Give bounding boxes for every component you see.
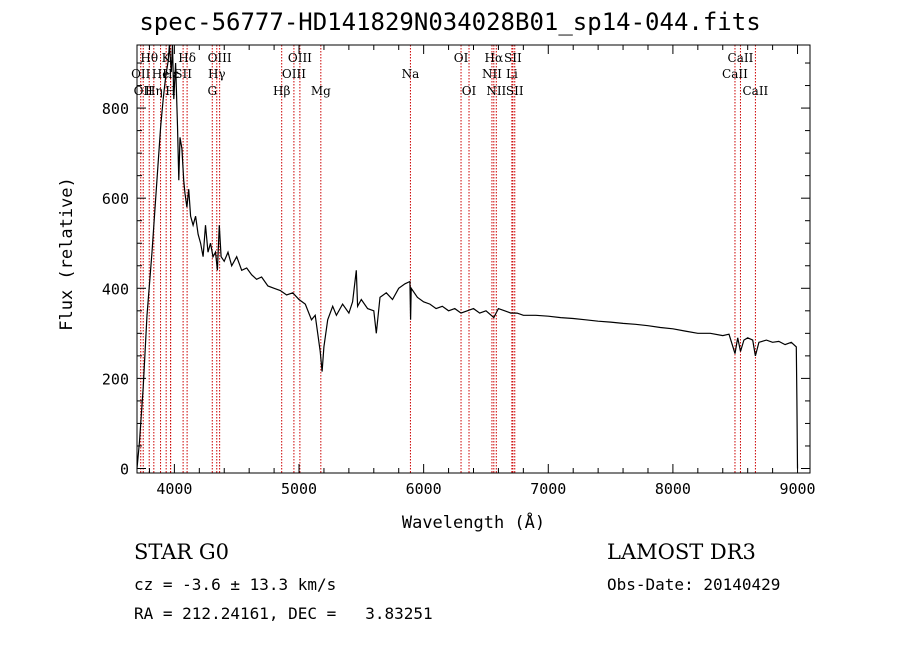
redshift-cz: cz = -3.6 ± 13.3 km/s xyxy=(134,575,337,594)
x-tick-label: 8000 xyxy=(655,480,691,498)
y-tick-label: 800 xyxy=(102,100,129,118)
line-marker-label: CaII xyxy=(722,67,748,81)
line-marker-label: OII xyxy=(134,84,154,98)
chart-title: spec-56777-HD141829N034028B01_sp14-044.f… xyxy=(139,8,761,36)
line-marker-label: Hβ xyxy=(273,84,290,98)
y-tick-label: 600 xyxy=(102,190,129,208)
x-tick-label: 6000 xyxy=(406,480,442,498)
line-marker-label: OIII xyxy=(282,67,306,81)
line-marker-label: OII xyxy=(131,67,151,81)
x-tick-label: 9000 xyxy=(779,480,815,498)
line-marker-label: OI xyxy=(454,51,469,65)
line-marker-label: SII xyxy=(174,67,192,81)
spectrum-line xyxy=(136,44,799,469)
line-marker-label: NII xyxy=(482,67,502,81)
line-marker-label: CaII xyxy=(728,51,754,65)
line-marker-label: He xyxy=(152,67,170,81)
line-marker-label: NII xyxy=(486,84,506,98)
line-marker-label: H xyxy=(165,84,175,98)
obs-date: Obs-Date: 20140429 xyxy=(607,575,781,594)
line-marker-label: OIII xyxy=(208,51,232,65)
line-marker-label: K xyxy=(162,51,172,65)
line-markers xyxy=(140,45,756,473)
line-marker-label: Hδ xyxy=(178,51,196,65)
line-marker-label: OI xyxy=(462,84,477,98)
x-tick-label: 4000 xyxy=(156,480,192,498)
y-axis-label: Flux (relative) xyxy=(57,177,77,331)
line-marker-label: SII xyxy=(504,51,522,65)
line-marker-label: SII xyxy=(506,84,524,98)
line-marker-label: Li xyxy=(506,67,518,81)
line-marker-label: Na xyxy=(402,67,420,81)
axis-ticks: 4000 5000 6000 7000 8000 9000 0 200 400 600 800 xyxy=(102,45,816,498)
line-marker-label: G xyxy=(207,84,217,98)
line-marker-label: Hα xyxy=(485,51,504,65)
object-class: STAR G0 xyxy=(134,540,230,564)
line-marker-label: Hη xyxy=(145,84,163,98)
line-marker-label: Hθ xyxy=(140,51,158,65)
x-tick-label: 5000 xyxy=(281,480,317,498)
x-tick-label: 7000 xyxy=(530,480,566,498)
line-marker-label: CaII xyxy=(742,84,768,98)
y-tick-label: 400 xyxy=(102,280,129,298)
y-tick-label: 0 xyxy=(120,460,129,478)
y-tick-label: 200 xyxy=(102,370,129,388)
x-axis-label: Wavelength (Å) xyxy=(402,511,545,533)
survey-name: LAMOST DR3 xyxy=(607,540,756,564)
line-marker-labels: OIIOIIHθHηHeKHHεSIIHδGHγOIIIHβOIIIOIIIMg… xyxy=(131,51,768,98)
line-marker-label: OIII xyxy=(288,51,312,65)
ra-dec: RA = 212.24161, DEC = 3.83251 xyxy=(134,604,433,623)
line-marker-label: Hγ xyxy=(208,67,226,81)
line-marker-label: Mg xyxy=(311,84,331,98)
